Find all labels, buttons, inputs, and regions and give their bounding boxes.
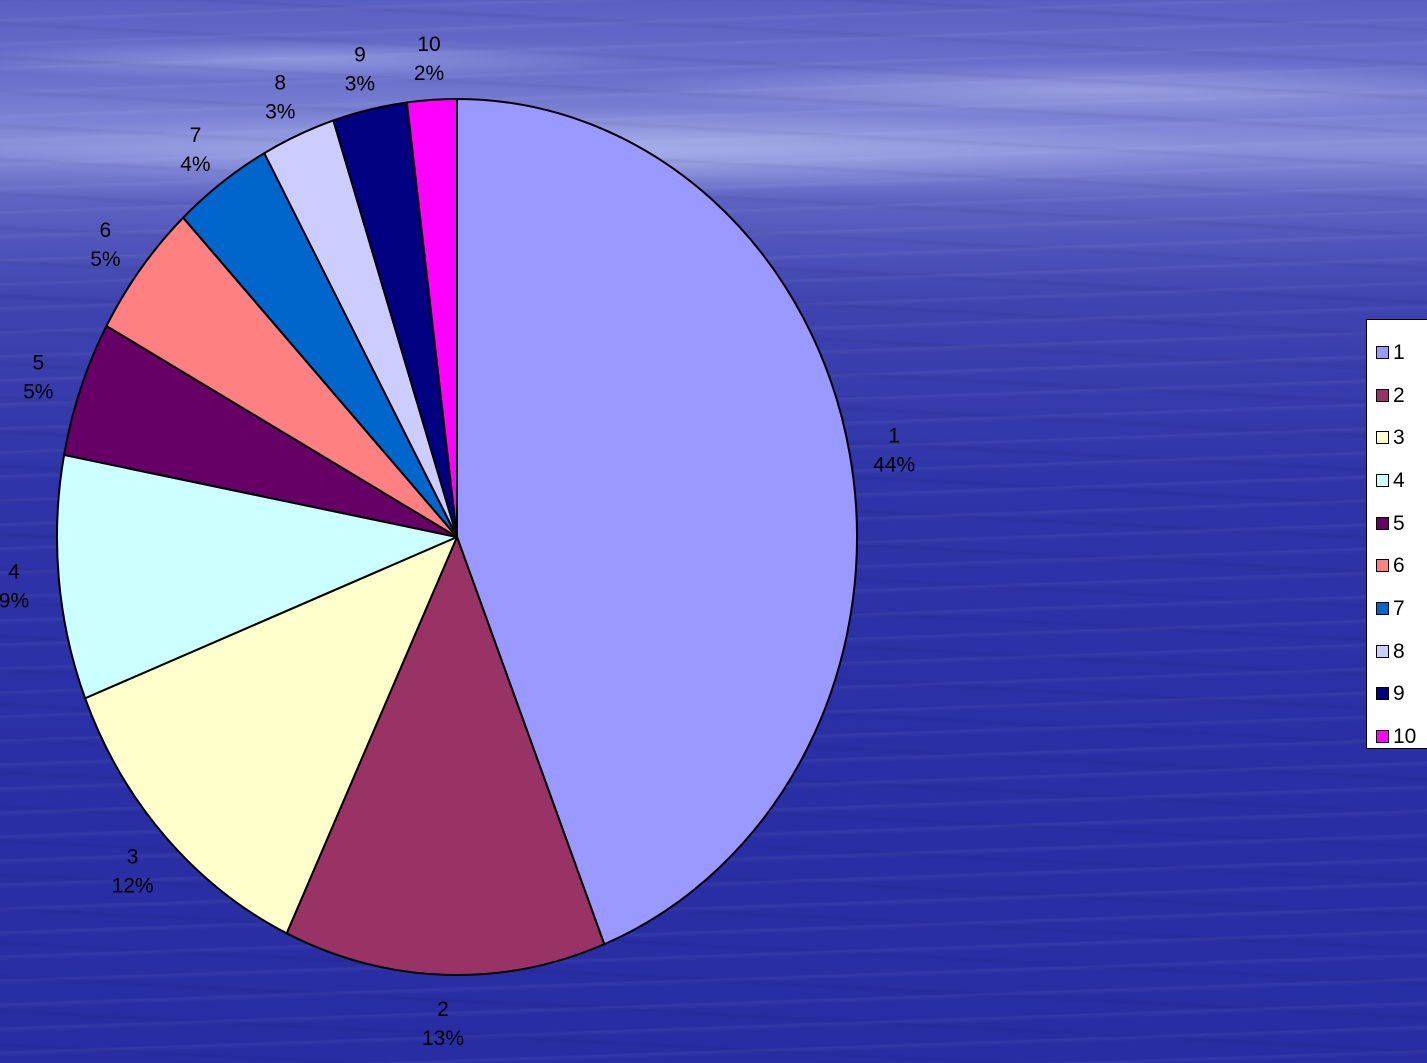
slice-label-6: 6 5% <box>90 219 120 271</box>
legend-item-7: 7 <box>1367 587 1427 630</box>
legend-swatch <box>1376 559 1389 573</box>
legend-label: 10 <box>1393 725 1417 749</box>
legend-item-5: 5 <box>1367 502 1427 545</box>
legend-label: 9 <box>1393 682 1405 706</box>
legend-label: 8 <box>1393 639 1405 663</box>
slice-label-3: 3 12% <box>112 846 154 898</box>
pie-slice-2 <box>285 536 606 976</box>
pie-slice-3 <box>84 536 458 935</box>
slice-label-9: 9 3% <box>345 44 375 96</box>
legend-item-6: 6 <box>1367 544 1427 587</box>
legend-swatch <box>1376 345 1389 359</box>
slice-label-1: 1 44% <box>873 424 915 476</box>
legend-label: 6 <box>1393 554 1405 578</box>
legend-item-8: 8 <box>1367 630 1427 673</box>
slice-label-4: 4 9% <box>0 560 29 612</box>
slice-label-5: 5 5% <box>23 351 53 403</box>
slice-category-label: 6 <box>100 219 112 242</box>
pie-slices <box>56 98 858 976</box>
slice-percent-label: 12% <box>112 875 154 898</box>
legend-swatch <box>1376 687 1389 701</box>
legend-swatch <box>1376 516 1389 530</box>
legend-label: 7 <box>1393 596 1405 620</box>
slice-percent-label: 5% <box>90 248 120 271</box>
slice-percent-label: 4% <box>180 153 210 176</box>
pie-slice-4 <box>56 453 458 700</box>
legend-swatch <box>1376 730 1389 744</box>
legend-item-9: 9 <box>1367 673 1427 716</box>
legend-label: 1 <box>1393 340 1405 364</box>
slice-category-label: 3 <box>127 846 139 869</box>
slice-label-10: 10 2% <box>414 33 444 85</box>
slice-label-8: 8 3% <box>265 72 295 124</box>
legend-item-3: 3 <box>1367 416 1427 459</box>
slice-percent-label: 44% <box>873 453 915 476</box>
slice-category-label: 8 <box>274 72 286 95</box>
slice-percent-label: 9% <box>0 589 29 612</box>
slice-category-label: 9 <box>354 44 366 67</box>
slice-percent-label: 3% <box>265 101 295 124</box>
slice-percent-label: 3% <box>345 73 375 96</box>
slice-category-label: 4 <box>8 560 20 583</box>
pie-slice-1 <box>456 98 858 946</box>
legend-label: 2 <box>1393 383 1405 407</box>
legend-item-1: 1 <box>1367 331 1427 374</box>
legend-item-10: 10 <box>1367 715 1427 758</box>
legend-swatch <box>1376 473 1389 487</box>
pie-data-labels: 1 44%2 13%3 12%4 9%5 5%6 5%7 4%8 3%9 3%10 2% <box>0 33 915 1050</box>
slice-percent-label: 2% <box>414 62 444 85</box>
slice-category-label: 10 <box>417 33 440 56</box>
slice-label-2: 2 13% <box>422 998 464 1050</box>
legend-swatch <box>1376 388 1389 402</box>
slice-percent-label: 5% <box>23 380 53 403</box>
slice-label-7: 7 4% <box>180 124 210 176</box>
slice-category-label: 1 <box>888 424 900 447</box>
legend-swatch <box>1376 644 1389 658</box>
slice-category-label: 7 <box>190 124 202 147</box>
legend-item-2: 2 <box>1367 374 1427 417</box>
slice-percent-label: 13% <box>422 1027 464 1050</box>
legend-swatch <box>1376 601 1389 615</box>
chart-legend: 1 2 3 4 5 6 7 8 9 10 <box>1366 319 1427 749</box>
legend-label: 3 <box>1393 426 1405 450</box>
pie-slice-10 <box>405 98 458 538</box>
legend-label: 5 <box>1393 511 1405 535</box>
legend-label: 4 <box>1393 468 1405 492</box>
legend-item-4: 4 <box>1367 459 1427 502</box>
slice-category-label: 5 <box>32 351 44 374</box>
legend-swatch <box>1376 431 1389 445</box>
slice-category-label: 2 <box>437 998 449 1021</box>
